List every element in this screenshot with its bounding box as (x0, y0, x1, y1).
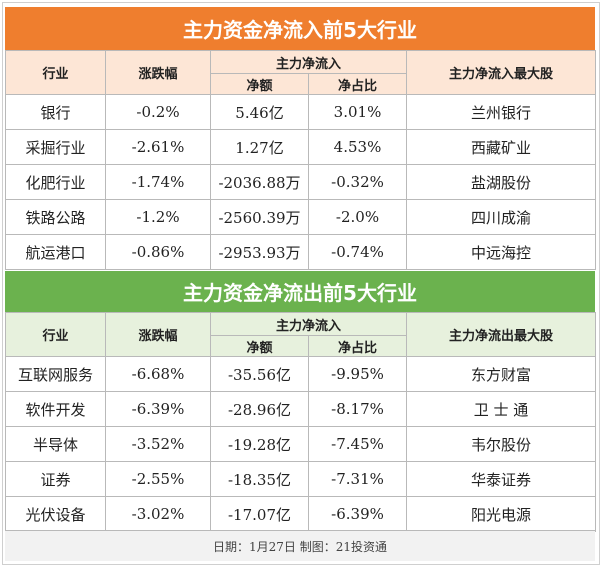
cell-amount: -2036.88万 (210, 164, 309, 200)
header-change: 涨跌幅 (105, 50, 211, 95)
cell-change: -3.02% (105, 496, 211, 532)
cell-ratio: -9.95% (307, 356, 408, 392)
cell-amount: -35.56亿 (210, 356, 309, 392)
cell-amount: -2953.93万 (210, 234, 309, 270)
outflow-table: 行业 涨跌幅 主力净流入 主力净流出最大股 净额 净占比 互联网服务 -6.68… (5, 312, 597, 532)
table-row: 软件开发 -6.39% -28.96亿 -8.17% 卫 士 通 (5, 391, 597, 427)
table-row: 航运港口 -0.86% -2953.93万 -0.74% 中远海控 (5, 234, 597, 270)
cell-ratio: -8.17% (307, 391, 408, 427)
table-row: 证券 -2.55% -18.35亿 -7.31% 华泰证券 (5, 461, 597, 497)
cell-amount: -17.07亿 (210, 496, 309, 532)
cell-change: -0.86% (105, 234, 211, 270)
cell-change: -2.55% (105, 461, 211, 497)
cell-ratio: -0.74% (307, 234, 408, 270)
cell-stock: 卫 士 通 (406, 391, 597, 427)
cell-industry: 软件开发 (5, 391, 106, 427)
cell-amount: 5.46亿 (210, 94, 309, 130)
header-net-amount: 净额 (210, 73, 309, 95)
cell-stock: 华泰证券 (406, 461, 597, 497)
cell-industry: 光伏设备 (5, 496, 106, 532)
header-change: 涨跌幅 (105, 312, 211, 357)
cell-stock: 阳光电源 (406, 496, 597, 532)
cell-industry: 化肥行业 (5, 164, 106, 200)
cell-stock: 中远海控 (406, 234, 597, 270)
header-net-ratio: 净占比 (307, 335, 408, 357)
cell-ratio: 3.01% (307, 94, 408, 130)
header-net-amount: 净额 (210, 335, 309, 357)
table-row: 半导体 -3.52% -19.28亿 -7.45% 韦尔股份 (5, 426, 597, 462)
table-row: 采掘行业 -2.61% 1.27亿 4.53% 西藏矿业 (5, 129, 597, 165)
header-top-stock: 主力净流入最大股 (406, 50, 597, 95)
cell-industry: 采掘行业 (5, 129, 106, 165)
cell-stock: 四川成渝 (406, 199, 597, 235)
cell-change: -6.39% (105, 391, 211, 427)
header-top-stock: 主力净流出最大股 (406, 312, 597, 357)
cell-change: -6.68% (105, 356, 211, 392)
header-industry: 行业 (5, 50, 106, 95)
cell-amount: -2560.39万 (210, 199, 309, 235)
header-net-group: 主力净流入 (209, 312, 408, 336)
cell-ratio: -7.45% (307, 426, 408, 462)
cell-industry: 航运港口 (5, 234, 106, 270)
cell-change: -1.2% (105, 199, 211, 235)
cell-ratio: 4.53% (307, 129, 408, 165)
cell-stock: 韦尔股份 (406, 426, 597, 462)
cell-change: -0.2% (105, 94, 211, 130)
inflow-table: 行业 涨跌幅 主力净流入 主力净流入最大股 净额 净占比 银行 -0.2% 5.… (5, 50, 597, 270)
cell-amount: -28.96亿 (210, 391, 309, 427)
cell-stock: 东方财富 (406, 356, 597, 392)
cell-industry: 铁路公路 (5, 199, 106, 235)
header-net-group: 主力净流入 (209, 50, 408, 74)
cell-industry: 证券 (5, 461, 106, 497)
header-net-ratio: 净占比 (307, 73, 408, 95)
table-row: 互联网服务 -6.68% -35.56亿 -9.95% 东方财富 (5, 356, 597, 392)
cell-ratio: -2.0% (307, 199, 408, 235)
cell-ratio: -0.32% (307, 164, 408, 200)
cell-change: -2.61% (105, 129, 211, 165)
cell-industry: 半导体 (5, 426, 106, 462)
table-row: 光伏设备 -3.02% -17.07亿 -6.39% 阳光电源 (5, 496, 597, 532)
cell-ratio: -7.31% (307, 461, 408, 497)
footer-credit: 日期：1月27日 制图：21投资通 (5, 530, 595, 561)
cell-stock: 盐湖股份 (406, 164, 597, 200)
cell-change: -1.74% (105, 164, 211, 200)
cell-amount: -18.35亿 (210, 461, 309, 497)
table-row: 铁路公路 -1.2% -2560.39万 -2.0% 四川成渝 (5, 199, 597, 235)
cell-stock: 兰州银行 (406, 94, 597, 130)
cell-change: -3.52% (105, 426, 211, 462)
cell-amount: -19.28亿 (210, 426, 309, 462)
cell-industry: 互联网服务 (5, 356, 106, 392)
inflow-title: 主力资金净流入前5大行业 (5, 7, 595, 50)
cell-ratio: -6.39% (307, 496, 408, 532)
table-row: 银行 -0.2% 5.46亿 3.01% 兰州银行 (5, 94, 597, 130)
cell-stock: 西藏矿业 (406, 129, 597, 165)
table-row: 化肥行业 -1.74% -2036.88万 -0.32% 盐湖股份 (5, 164, 597, 200)
cell-amount: 1.27亿 (210, 129, 309, 165)
header-industry: 行业 (5, 312, 106, 357)
outflow-title: 主力资金净流出前5大行业 (5, 271, 595, 312)
cell-industry: 银行 (5, 94, 106, 130)
